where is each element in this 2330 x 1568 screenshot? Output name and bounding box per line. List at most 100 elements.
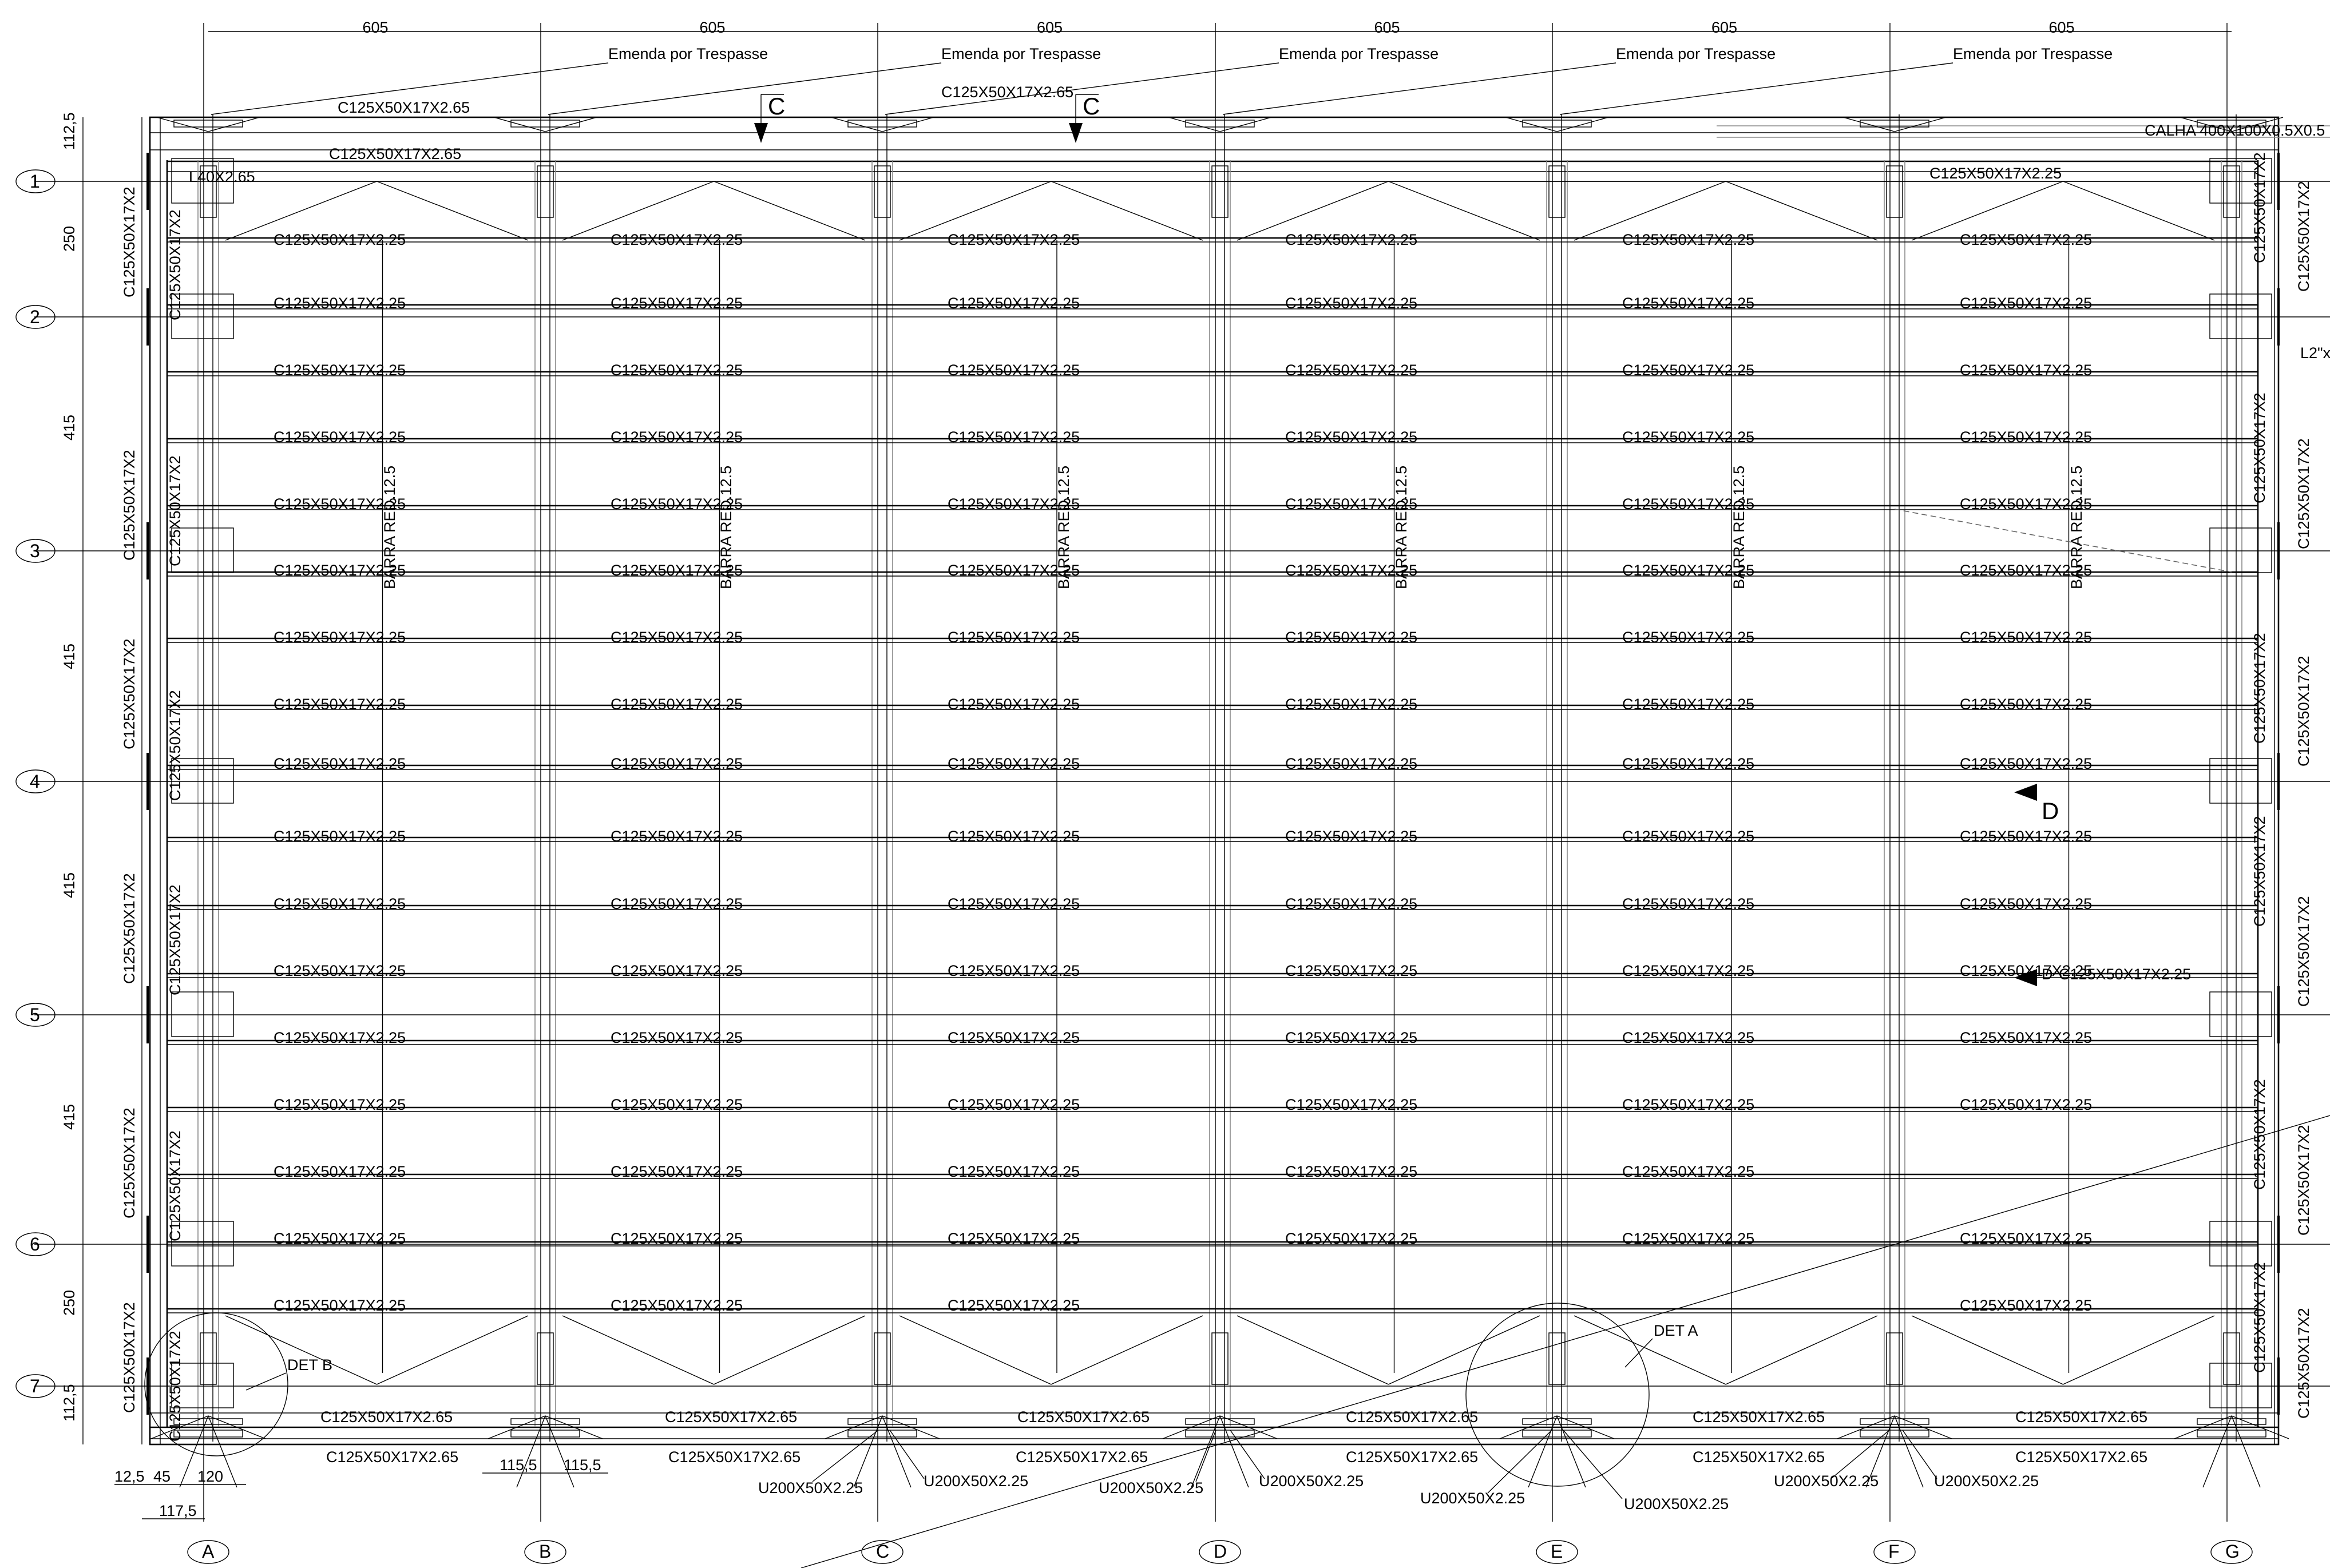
purlin-label: C125X50X17X2.25 (1960, 1297, 2092, 1314)
column-axis-label: G (2225, 1541, 2240, 1562)
base-plate (1185, 1418, 1255, 1425)
bottom-dimension: 45 (153, 1468, 171, 1485)
truss-diagonal (1051, 1315, 1203, 1385)
purlin-label: C125X50X17X2.25 (948, 1297, 1080, 1314)
column-axis-label: D (1214, 1541, 1227, 1562)
outer-frame (149, 116, 2280, 1446)
truss-diagonal (1051, 181, 1203, 241)
purlin-label: C125X50X17X2.25 (1285, 1230, 1417, 1247)
side-beam-label: C125X50X17X2 (2295, 438, 2312, 549)
truss-diagonal (714, 181, 866, 241)
brace-line (2202, 1415, 2232, 1488)
bottom-beam-label: C125X50X17X2.65 (1693, 1448, 1825, 1466)
rod-label: BARRA RED.12.5 (1730, 466, 1747, 589)
purlin-label: C125X50X17X2.25 (1622, 1029, 1754, 1046)
purlin-label: C125X50X17X2.25 (1622, 755, 1754, 772)
angle-label: L40X2.65 (189, 168, 255, 185)
purlin-label: C125X50X17X2.25 (1960, 895, 2092, 912)
bottom-beam-label: C125X50X17X2.65 (1693, 1408, 1825, 1426)
purlin-label: C125X50X17X2.25 (274, 562, 406, 579)
brace-line (179, 1415, 209, 1488)
bottom-beam-label: C125X50X17X2.65 (665, 1408, 797, 1426)
column-web (1211, 165, 1229, 218)
purlin-label: C125X50X17X2.25 (611, 1163, 743, 1180)
purlin-label: C125X50X17X2.25 (1960, 428, 2092, 446)
purlin-label: C125X50X17X2.25 (948, 895, 1080, 912)
axis-bubble (15, 1374, 56, 1398)
purlin-label: C125X50X17X2.25 (611, 562, 743, 579)
purlin-label: C125X50X17X2.25 (1622, 295, 1754, 312)
brace-line (2231, 1415, 2261, 1488)
side-beam-label: C125X50X17X2 (2295, 656, 2312, 767)
side-beam-label: C125X50X17X2 (121, 638, 138, 749)
row-axis-label: 6 (30, 1234, 40, 1255)
side-beam-label: C125X50X17X2 (167, 1130, 184, 1241)
truss-diagonal (2063, 181, 2215, 241)
column-web (200, 165, 217, 218)
base-plate (173, 1430, 243, 1438)
base-plate (2197, 1418, 2266, 1425)
purlin-label: C125X50X17X2.25 (1285, 295, 1417, 312)
side-beam-label: C125X50X17X2 (2251, 1079, 2268, 1190)
side-beam-label: C125X50X17X2 (2295, 1125, 2312, 1236)
top-dimension: 605 (700, 19, 726, 36)
purlin-label: C125X50X17X2.25 (274, 1029, 406, 1046)
base-plate (1185, 120, 1255, 128)
leader-line (1902, 1430, 1937, 1479)
brace-line (516, 1415, 546, 1488)
brace-line (1219, 1415, 1249, 1488)
purlin-label: C125X50X17X2.25 (274, 895, 406, 912)
brace-line (1162, 1415, 1221, 1439)
purlin-label: C125X50X17X2.25 (274, 295, 406, 312)
truss-diagonal (714, 1315, 866, 1385)
truss-diagonal (899, 181, 1052, 241)
brace-line (1505, 117, 1558, 132)
purlin-label: C125X50X17X2.25 (274, 696, 406, 713)
purlin-label: C125X50X17X2.25 (1285, 895, 1417, 912)
column-web (2223, 165, 2240, 218)
side-beam-label: C125X50X17X2 (121, 1302, 138, 1413)
purlin-label: C125X50X17X2.25 (948, 755, 1080, 772)
top-dimension: 605 (1037, 19, 1063, 36)
top-dimension: 605 (1374, 19, 1400, 36)
top-beam-label: C125X50X17X2.65 (338, 99, 470, 116)
brace-line (1499, 1415, 1558, 1439)
leader-line (885, 62, 1279, 115)
purlin-label: C125X50X17X2.25 (1622, 1230, 1754, 1247)
purlin-label: C125X50X17X2.25 (1960, 362, 2092, 379)
purlin-label: C125X50X17X2.25 (1622, 696, 1754, 713)
top-dimension: 605 (2049, 19, 2075, 36)
side-plate (171, 991, 234, 1037)
axis-bubble (2210, 1540, 2253, 1564)
side-beam-label: C125X50X17X2 (2251, 392, 2268, 503)
bottom-beam-label: C125X50X17X2.65 (1346, 1448, 1478, 1466)
channel-label: U200X50X2.25 (1934, 1472, 2039, 1490)
purlin-label: C125X50X17X2.25 (1960, 562, 2092, 579)
section-arrow (2014, 784, 2037, 801)
purlin-label: C125X50X17X2.25 (1960, 696, 2092, 713)
purlin-label: C125X50X17X2.25 (948, 696, 1080, 713)
truss-diagonal (1388, 181, 1540, 241)
side-plate (171, 158, 234, 204)
bottom-beam-label: C125X50X17X2.65 (1016, 1448, 1148, 1466)
row-axis-label: 5 (30, 1005, 40, 1025)
base-plate (510, 1430, 580, 1438)
axis-bubble (1199, 1540, 1241, 1564)
side-plate (2209, 991, 2272, 1037)
purlin-label: C125X50X17X2.25 (611, 495, 743, 513)
brace-line (825, 1415, 883, 1439)
axis-bubble (861, 1540, 904, 1564)
bottom-dimension: 117,5 (159, 1502, 197, 1519)
purlin-label: C125X50X17X2.25 (948, 1230, 1080, 1247)
purlin-label: C125X50X17X2.25 (948, 428, 1080, 446)
bottom-dimension: 120 (197, 1468, 223, 1485)
row-axis-label: 1 (30, 171, 40, 192)
purlin-label: C125X50X17X2.25 (1285, 428, 1417, 446)
purlin-label: C125X50X17X2.25 (611, 1230, 743, 1247)
column-axis-label: B (539, 1541, 551, 1562)
side-beam-label: C125X50X17X2 (121, 450, 138, 561)
purlin-label: C125X50X17X2.25 (1285, 231, 1417, 248)
brace-line (853, 1415, 883, 1488)
truss-diagonal (2063, 1315, 2215, 1385)
